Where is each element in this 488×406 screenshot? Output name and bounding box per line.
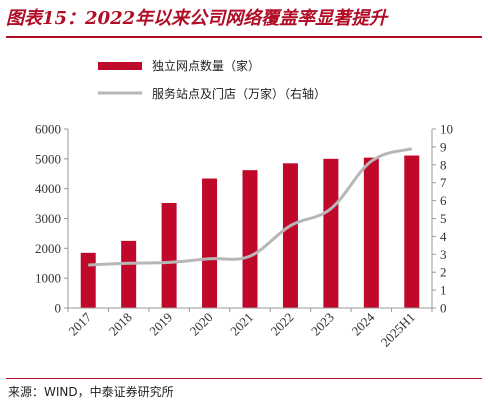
bar-2025H1 bbox=[404, 155, 420, 308]
x-tick-label-2025H1: 2025H1 bbox=[378, 310, 418, 350]
right-tick-label-4: 4 bbox=[440, 229, 447, 244]
x-tick-label-2021: 2021 bbox=[227, 310, 256, 339]
x-tick-label-2019: 2019 bbox=[146, 310, 175, 339]
bar-2020 bbox=[202, 178, 218, 308]
right-tick-label-2: 2 bbox=[440, 265, 447, 280]
right-tick-label-10: 10 bbox=[440, 122, 453, 137]
bar-series bbox=[80, 155, 420, 308]
bar-2021 bbox=[242, 170, 258, 308]
legend-swatch-bar bbox=[98, 62, 142, 70]
left-tick-label-6000: 6000 bbox=[35, 122, 61, 137]
chart-legend: 独立网点数量（家） 服务站点及门店（万家）（右轴） bbox=[98, 58, 326, 101]
right-tick-label-5: 5 bbox=[440, 211, 447, 226]
bar-2018 bbox=[121, 240, 137, 308]
x-tick-label-2018: 2018 bbox=[106, 310, 135, 339]
x-tick-label-2023: 2023 bbox=[308, 310, 337, 339]
right-tick-label-6: 6 bbox=[440, 193, 447, 208]
left-tick-label-2000: 2000 bbox=[35, 241, 61, 256]
left-tick-label-1000: 1000 bbox=[35, 271, 61, 286]
bar-2022 bbox=[282, 163, 298, 308]
combo-chart: 独立网点数量（家）服务站点及门店（万家）（右轴） 010002000300040… bbox=[35, 58, 453, 350]
legend-label-bar: 独立网点数量（家） bbox=[152, 58, 260, 73]
left-tick-label-0: 0 bbox=[55, 301, 62, 316]
source-divider bbox=[6, 378, 482, 379]
x-tick-label-2024: 2024 bbox=[348, 309, 377, 338]
right-tick-label-8: 8 bbox=[440, 157, 447, 172]
x-tick-label-2017: 2017 bbox=[65, 309, 94, 338]
right-tick-label-0: 0 bbox=[440, 301, 447, 316]
x-tick-label-2020: 2020 bbox=[187, 310, 216, 339]
bar-2023 bbox=[323, 158, 339, 308]
source-note: 来源：WIND，中泰证券研究所 bbox=[8, 385, 174, 399]
right-tick-label-3: 3 bbox=[440, 247, 447, 262]
line-series bbox=[88, 147, 413, 267]
title-divider bbox=[6, 36, 482, 38]
bar-2024 bbox=[363, 157, 379, 308]
left-tick-label-3000: 3000 bbox=[35, 211, 61, 226]
bar-2017 bbox=[80, 252, 96, 308]
right-tick-label-1: 1 bbox=[440, 283, 447, 298]
right-tick-label-9: 9 bbox=[440, 139, 447, 154]
bar-2019 bbox=[161, 202, 177, 308]
figure-title: 图表15：2022年以来公司网络覆盖率显著提升 bbox=[6, 8, 388, 29]
left-tick-label-4000: 4000 bbox=[35, 181, 61, 196]
right-tick-label-7: 7 bbox=[440, 175, 447, 190]
left-tick-label-5000: 5000 bbox=[35, 151, 61, 166]
legend-label-line: 服务站点及门店（万家）（右轴） bbox=[152, 86, 326, 101]
x-tick-label-2022: 2022 bbox=[268, 310, 297, 339]
